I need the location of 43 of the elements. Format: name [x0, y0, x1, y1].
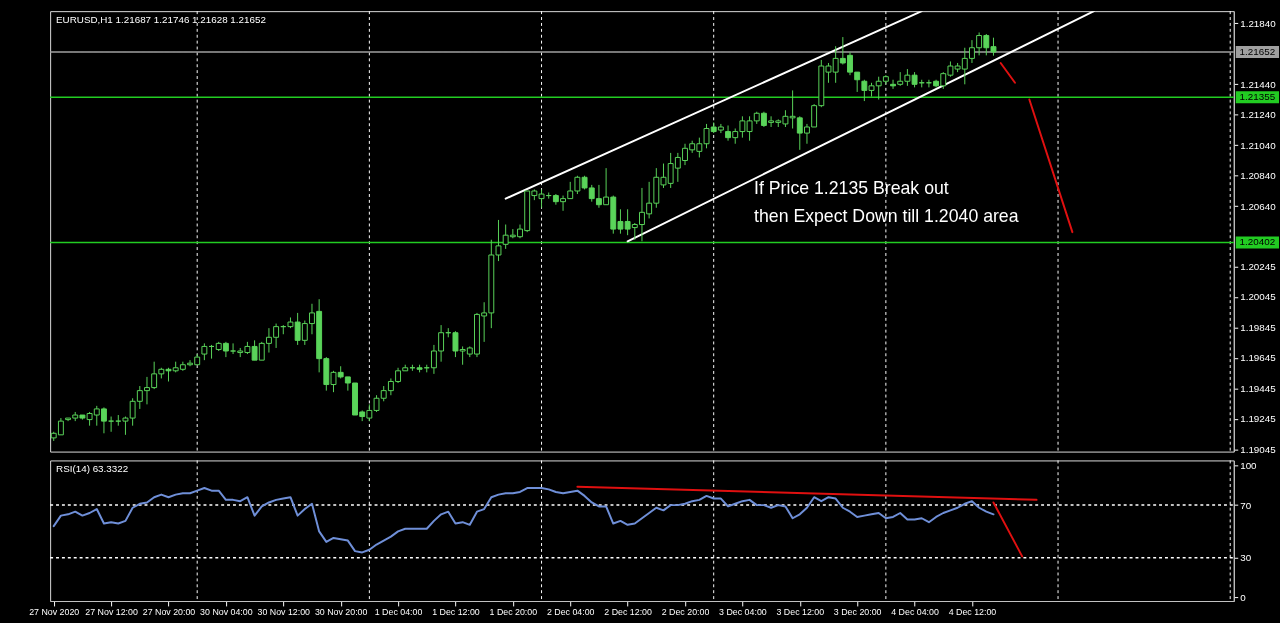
x-tick-label: 27 Nov 20:00 [142, 607, 196, 618]
y-tick-label: 1.19045 [1240, 443, 1277, 455]
y-tick-label: 100 [1240, 460, 1258, 472]
x-tick-label: 27 Nov 2020 [29, 607, 80, 618]
chart-title: RSI(14) 63.3322 [56, 463, 129, 475]
line-series [52, 487, 995, 554]
ref-line-label: 1.21652 [1239, 45, 1276, 57]
x-tick-label: 1 Dec 04:00 [374, 607, 423, 618]
x-tick-label: 2 Dec 20:00 [661, 607, 710, 618]
y-tick-label: 1.20640 [1240, 200, 1277, 212]
x-tick-label: 4 Dec 12:00 [948, 607, 997, 618]
y-tick-label: 1.20245 [1240, 260, 1277, 272]
y-tick-label: 1.20045 [1240, 291, 1277, 303]
x-tick-label: 3 Dec 12:00 [776, 607, 825, 618]
y-tick-label: 1.21840 [1240, 17, 1277, 29]
ref-line-label: 1.20402 [1239, 236, 1276, 248]
x-tick-label: 2 Dec 12:00 [604, 607, 652, 618]
y-tick-label: 0 [1240, 591, 1247, 603]
annotation: If Price 1.2135 Break out [754, 178, 949, 199]
candlestick [108, 416, 115, 433]
x-tick-label: 30 Nov 12:00 [257, 607, 311, 618]
y-tick-label: 1.19245 [1240, 413, 1277, 425]
x-tick-label: 27 Nov 12:00 [85, 607, 138, 618]
y-tick-label: 1.19845 [1240, 321, 1277, 333]
x-tick-label: 30 Nov 04:00 [200, 607, 253, 618]
y-tick-label: 1.20840 [1240, 170, 1277, 182]
x-tick-label: 1 Dec 12:00 [432, 607, 480, 618]
y-tick-label: 30 [1240, 552, 1252, 564]
chart-title: EURUSD,H1 1.21687 1.21746 1.21628 1.21652 [56, 13, 266, 25]
y-tick-label: 1.21040 [1240, 139, 1277, 151]
y-tick-label: 1.21440 [1240, 78, 1277, 90]
annotation: then Expect Down till 1.2040 area [754, 205, 1019, 226]
ref-line-label: 1.21355 [1239, 91, 1276, 103]
x-tick-label: 4 Dec 04:00 [891, 607, 939, 618]
y-tick-label: 70 [1240, 499, 1252, 511]
y-tick-label: 1.21240 [1240, 109, 1277, 121]
y-tick-label: 1.19645 [1240, 352, 1277, 364]
x-tick-label: 3 Dec 20:00 [833, 607, 882, 618]
y-tick-label: 1.19445 [1240, 382, 1277, 394]
x-tick-label: 2 Dec 04:00 [546, 607, 595, 618]
x-tick-label: 30 Nov 20:00 [314, 607, 368, 618]
x-tick-label: 3 Dec 04:00 [719, 607, 767, 618]
x-tick-label: 1 Dec 20:00 [489, 607, 538, 618]
